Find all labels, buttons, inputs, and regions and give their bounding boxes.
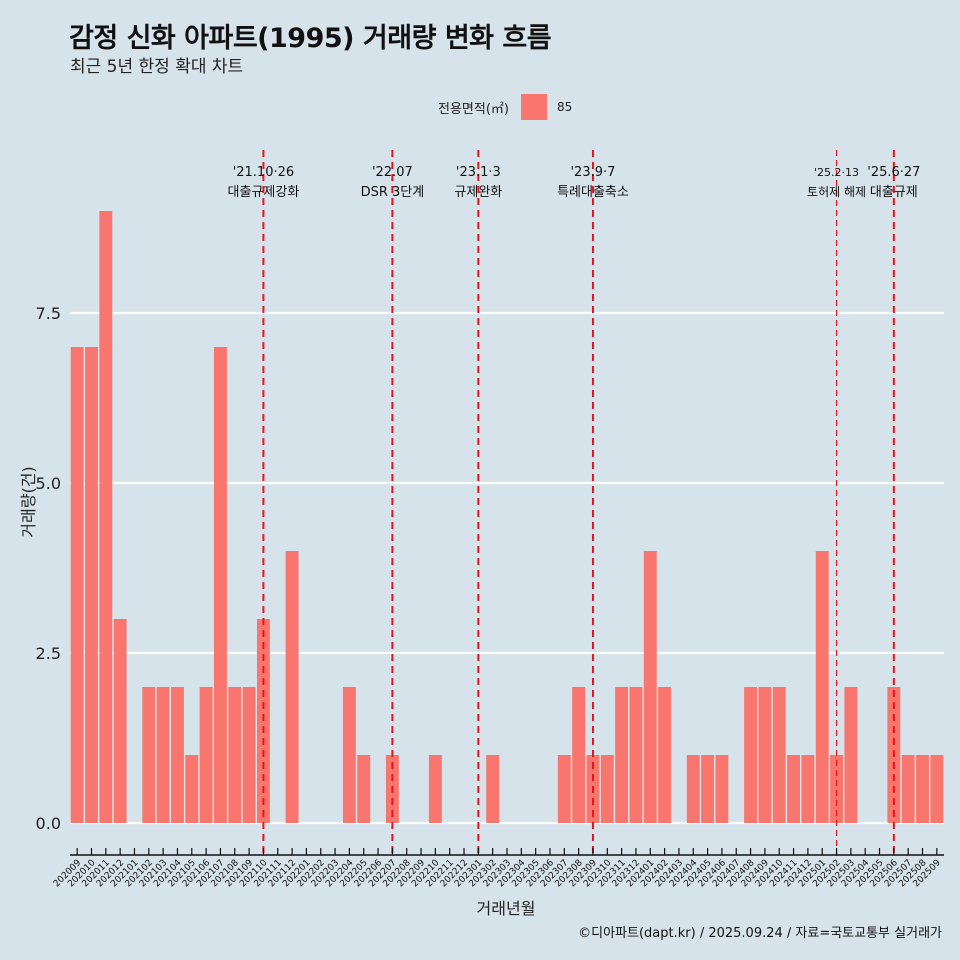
bar	[156, 687, 170, 823]
bar	[70, 347, 84, 823]
legend-label: 85	[556, 100, 573, 114]
credit-text: ©디아파트(dapt.kr) / 2025.09.24 / 자료=국토교통부 실…	[578, 926, 942, 941]
y-tick-label: 0.0	[36, 814, 61, 833]
event-date: '23.9·7	[570, 165, 615, 180]
bar	[572, 687, 586, 823]
bar	[242, 687, 256, 823]
y-tick-label: 5.0	[36, 474, 61, 493]
event-date: '21.10·26	[233, 165, 294, 180]
bar	[715, 755, 729, 823]
bar	[557, 755, 571, 823]
bar	[99, 211, 113, 823]
event-date: '25.2·13	[814, 166, 859, 179]
bar	[643, 551, 657, 823]
event-label: 특례대출축소	[557, 185, 629, 200]
y-axis-title: 거래량(건)	[19, 466, 38, 537]
bar	[629, 687, 643, 823]
bar	[844, 687, 858, 823]
event-label: 대출규제	[870, 185, 918, 200]
bar	[901, 755, 915, 823]
event-lines	[262, 150, 895, 858]
bar	[285, 551, 299, 823]
legend-swatch	[520, 94, 547, 120]
bar	[701, 755, 715, 823]
bar	[758, 687, 772, 823]
bar	[772, 687, 786, 823]
bar	[686, 755, 700, 823]
chart-subtitle: 최근 5년 한정 확대 차트	[70, 57, 244, 77]
bar	[228, 687, 242, 823]
bar	[199, 687, 213, 823]
event-date: '25.6·27	[867, 165, 920, 180]
bar	[916, 755, 929, 823]
bar	[658, 687, 672, 823]
event-annotations: '21.10·26 대출규제강화 '22.07 DSR 3단계 '23.1·3 규제완화 '…	[228, 165, 921, 200]
bar	[357, 755, 371, 823]
x-axis-title: 거래년월	[477, 899, 536, 918]
bar	[486, 755, 500, 823]
bar	[171, 687, 184, 823]
bar	[787, 755, 801, 823]
event-label: DSR 3단계	[361, 185, 425, 200]
event-label: 규제완화	[454, 185, 502, 200]
bar	[113, 619, 127, 823]
bar	[615, 687, 629, 823]
event-date: '22.07	[372, 165, 413, 180]
bar	[930, 755, 944, 823]
bar	[213, 347, 227, 823]
bar	[428, 755, 442, 823]
x-axis: 2020092020102020112020122021012021022021…	[52, 848, 944, 889]
bar	[85, 347, 98, 823]
bar	[801, 755, 815, 823]
bars	[70, 211, 944, 823]
legend: 전용면적(㎡) 85	[438, 93, 572, 121]
chart-title: 감정 신화 아파트(1995) 거래량 변화 흐름	[69, 23, 552, 54]
event-date: '23.1·3	[456, 165, 501, 180]
y-axis: 0.0 2.5 5.0 7.5	[36, 304, 61, 833]
bar	[142, 687, 156, 823]
y-tick-label: 7.5	[36, 304, 61, 323]
bar	[815, 551, 829, 823]
legend-title: 전용면적(㎡)	[438, 101, 509, 117]
event-label: 대출규제강화	[228, 185, 300, 200]
bar	[830, 755, 843, 823]
bar	[744, 687, 758, 823]
event-label: 토허제 해제	[807, 185, 866, 199]
bar	[342, 687, 356, 823]
bar	[600, 755, 614, 823]
y-tick-label: 2.5	[36, 644, 61, 663]
bar	[185, 755, 199, 823]
